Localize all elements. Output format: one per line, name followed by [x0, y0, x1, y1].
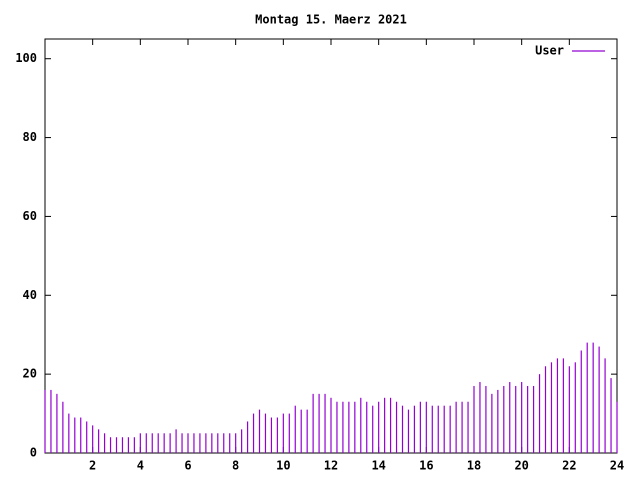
- x-tick-label: 22: [562, 459, 576, 473]
- x-tick-label: 20: [514, 459, 528, 473]
- y-tick-label: 40: [23, 288, 37, 302]
- x-tick-label: 8: [232, 459, 239, 473]
- x-tick-label: 10: [276, 459, 290, 473]
- y-tick-label: 0: [30, 446, 37, 460]
- x-tick-label: 2: [89, 459, 96, 473]
- y-tick-label: 60: [23, 209, 37, 223]
- x-tick-label: 14: [371, 459, 385, 473]
- x-tick-label: 4: [137, 459, 144, 473]
- y-tick-label: 20: [23, 367, 37, 381]
- legend-label: User: [535, 44, 564, 58]
- x-tick-label: 24: [610, 459, 624, 473]
- x-tick-label: 18: [467, 459, 481, 473]
- y-tick-label: 100: [15, 51, 37, 65]
- x-tick-label: 12: [324, 459, 338, 473]
- x-tick-label: 16: [419, 459, 433, 473]
- y-tick-label: 80: [23, 130, 37, 144]
- chart-title: Montag 15. Maerz 2021: [255, 13, 407, 27]
- x-tick-label: 6: [184, 459, 191, 473]
